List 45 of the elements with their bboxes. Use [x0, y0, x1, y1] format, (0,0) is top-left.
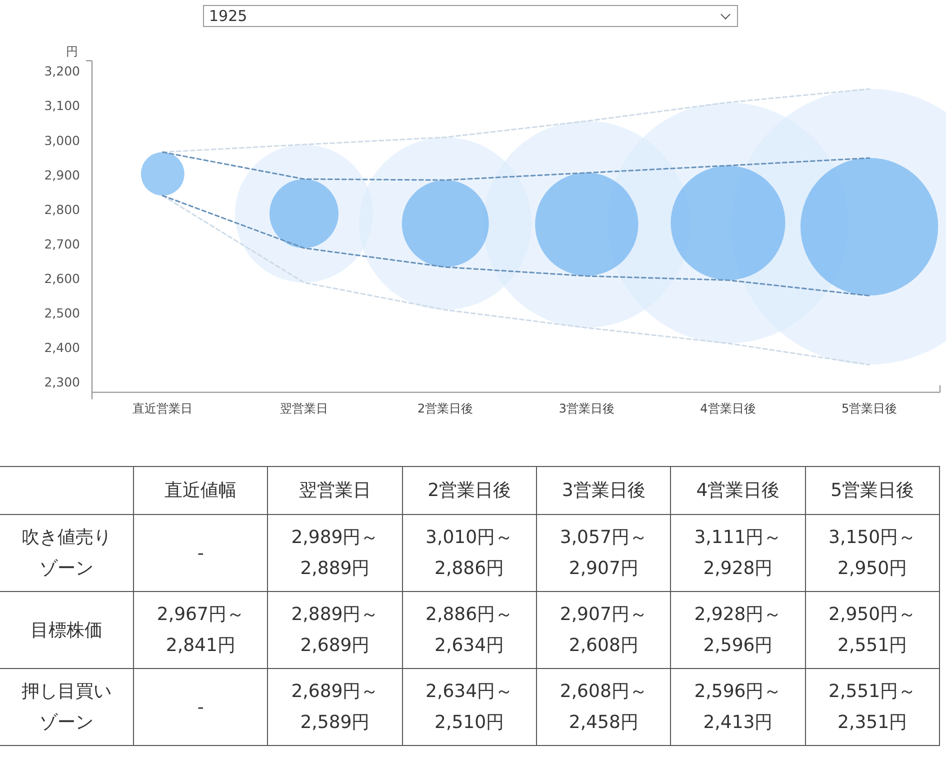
text: 2,608円～ 2,458円	[560, 681, 648, 733]
title: 1925	[203, 5, 738, 27]
y-tick-label: 3,100	[44, 98, 80, 114]
text: 3,111円～ 2,928円	[694, 527, 782, 579]
x-tick-label: 5営業日後	[805, 466, 940, 514]
text: 2,886円～ 2,634円	[426, 604, 514, 656]
y-tick-label: 2,500	[44, 305, 80, 320]
text: 2,889円～ 2,689円	[291, 604, 379, 656]
y-tick-label: 3,200	[44, 64, 80, 79]
y-tick-label: 2,600	[44, 270, 80, 286]
x-tick-label: 翌営業日	[268, 466, 402, 514]
x-tick-label: 3営業日後	[558, 401, 614, 416]
text: 2,989円～ 2,889円	[291, 527, 379, 579]
y-tick-label: 目標株価	[30, 618, 104, 642]
x-tick-label: 2営業日後	[402, 466, 536, 514]
y-tick-label: 2,300	[44, 374, 80, 390]
text: 2,689円～ 2,589円	[291, 681, 379, 733]
text: 2,907円～ 2,608円	[560, 604, 648, 656]
x-tick-label: 直近営業日	[132, 401, 193, 416]
text: 3,150円～ 2,950円	[828, 527, 916, 579]
text: 2,551円～ 2,351円	[828, 681, 916, 733]
text: -	[197, 696, 204, 718]
y-tick-label: 2,400	[44, 340, 80, 355]
x-tick-label: 翌営業日	[280, 401, 328, 416]
y-tick-label: 押し目買いゾーン	[20, 680, 112, 735]
y-tick-label: 3,000	[44, 132, 80, 148]
x-tick-label: 5営業日後	[842, 401, 898, 416]
x-tick-label: 3営業日後	[536, 466, 671, 514]
y-tick-label: 2,800	[44, 202, 80, 217]
text: 2,596円～ 2,413円	[694, 681, 782, 733]
y-tick-label: 2,900	[44, 167, 80, 182]
x-tick-label: 4営業日後	[700, 401, 756, 416]
x-tick-label: 2営業日後	[418, 401, 474, 416]
text: 2,634円～ 2,510円	[426, 681, 514, 733]
text: 2,928円～ 2,596円	[694, 604, 782, 656]
text: 2,950円～ 2,551円	[828, 604, 916, 656]
y-tick-label: 2,700	[44, 236, 80, 252]
x-tick-label: 直近値幅	[134, 466, 268, 514]
text: 3,057円～ 2,907円	[560, 527, 648, 579]
y-tick-label: 吹き値売りゾーン	[20, 526, 112, 581]
y-axis-title: 円	[66, 44, 78, 59]
text: -	[197, 542, 204, 564]
x-tick-label: 4営業日後	[670, 466, 806, 514]
text: 3,010円～ 2,886円	[426, 527, 514, 579]
text: 2,967円～ 2,841円	[156, 604, 244, 656]
